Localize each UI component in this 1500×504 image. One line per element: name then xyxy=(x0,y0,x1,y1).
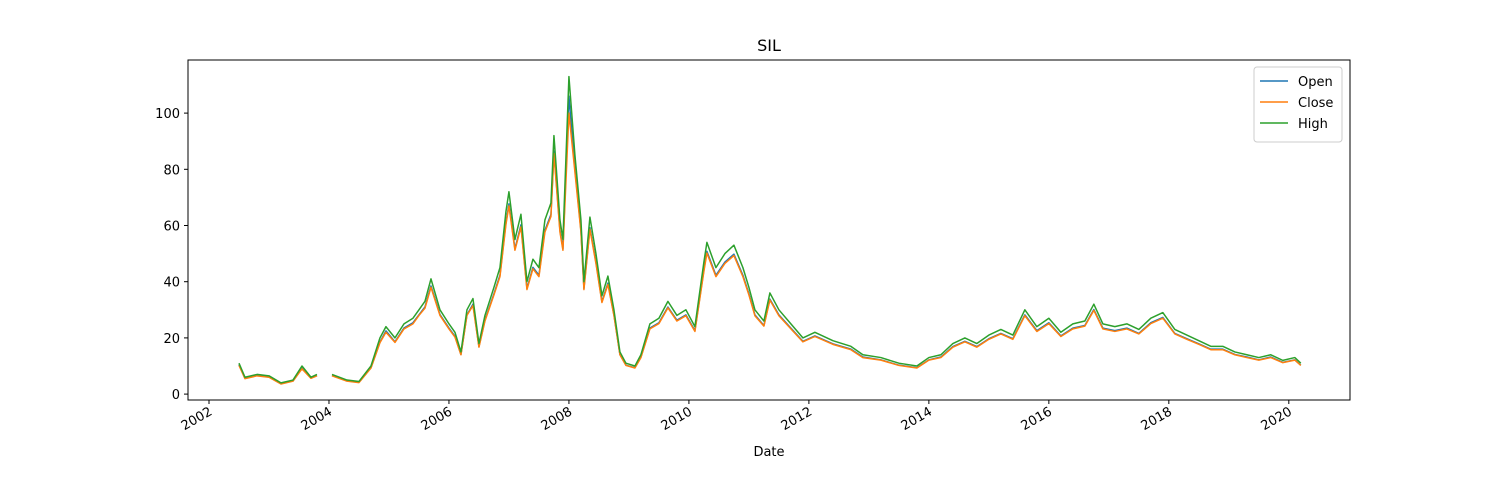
x-tick-label: 2018 xyxy=(1139,404,1175,434)
x-tick-label: 2002 xyxy=(179,404,215,434)
x-tick-label: 2020 xyxy=(1259,404,1295,434)
legend: Open Close High xyxy=(1253,66,1343,143)
y-tick-label: 40 xyxy=(163,276,180,291)
data-line xyxy=(238,75,1302,384)
y-tick-label: 80 xyxy=(163,163,180,178)
y-tick-label: 100 xyxy=(155,107,180,122)
y-tick-label: 60 xyxy=(163,220,180,235)
data-line xyxy=(238,95,1302,385)
x-tick-label: 2014 xyxy=(899,404,935,434)
legend-label: Close xyxy=(1298,96,1333,111)
x-axis-label: Date xyxy=(753,445,784,460)
legend-label: Open xyxy=(1298,75,1333,90)
x-tick-label: 2012 xyxy=(779,404,815,434)
x-tick-label: 2008 xyxy=(539,404,575,434)
chart-title: SIL xyxy=(757,36,781,55)
plot-frame xyxy=(187,59,1351,401)
x-tick-label: 2004 xyxy=(299,404,335,434)
legend-label: High xyxy=(1298,117,1328,132)
x-tick-label: 2006 xyxy=(419,404,455,434)
y-tick-label: 20 xyxy=(163,332,180,347)
data-line xyxy=(238,112,1302,385)
x-tick-label: 2016 xyxy=(1019,404,1055,434)
y-tick-label: 0 xyxy=(172,388,180,403)
x-tick-label: 2010 xyxy=(659,404,695,434)
